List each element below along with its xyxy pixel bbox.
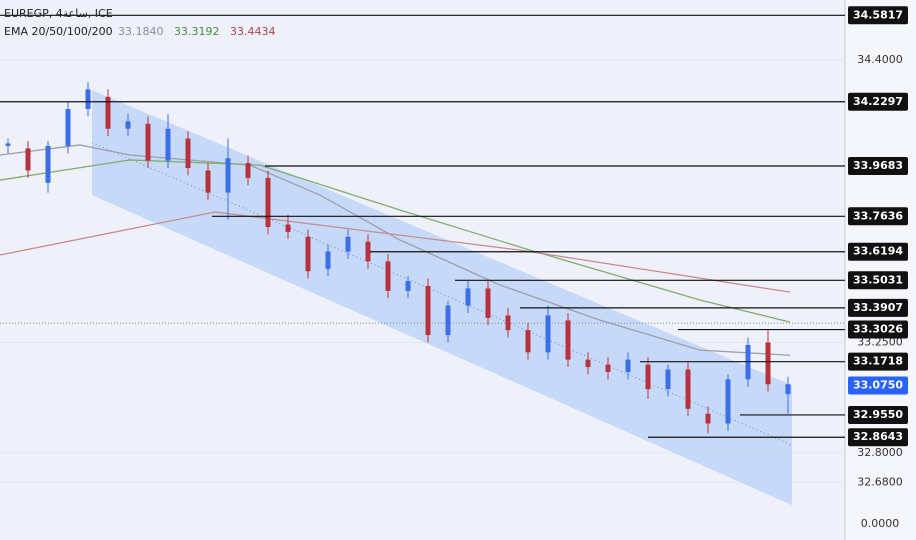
last-price-label: 33.0750 — [853, 378, 903, 391]
level-tag — [848, 92, 908, 111]
candle-body — [565, 320, 571, 360]
level-label: 33.3907 — [853, 301, 903, 314]
candle-body — [645, 364, 651, 390]
level-tag — [848, 428, 908, 447]
y-tick-label: 34.4000 — [857, 53, 903, 66]
candle-body — [545, 315, 551, 353]
candle-body — [485, 288, 491, 318]
indicator-value: 33.1840 — [118, 25, 164, 38]
level-label: 33.5031 — [853, 273, 903, 286]
level-label: 33.9683 — [853, 159, 903, 172]
candle-body — [265, 177, 271, 228]
level-tag — [848, 271, 908, 290]
indicator-name: EMA 20/50/100/200 — [4, 25, 113, 38]
ema-line — [0, 159, 791, 323]
level-tag — [848, 405, 908, 424]
candle-body — [445, 305, 451, 336]
candle-body — [585, 359, 591, 368]
candle-body — [725, 379, 731, 424]
candle-body — [405, 281, 411, 291]
candle-body — [145, 123, 151, 161]
candle-body — [205, 170, 211, 193]
level-label: 34.5817 — [853, 8, 903, 21]
candle-body — [685, 369, 691, 409]
level-label: 32.9550 — [853, 408, 903, 421]
level-label: 33.7636 — [853, 209, 903, 222]
indicator-value: 33.4434 — [230, 25, 276, 38]
ema-line — [0, 144, 791, 356]
candle-body — [425, 285, 431, 336]
ema-line — [0, 211, 791, 293]
level-tag — [848, 298, 908, 317]
chart-title: EUREGP, 4ساعة, ICE — [4, 7, 113, 20]
level-tag — [848, 242, 908, 261]
indicator-value: 33.3192 — [174, 25, 220, 38]
candle-body — [325, 251, 331, 269]
level-label: 33.3026 — [853, 323, 903, 336]
candle-body — [665, 369, 671, 390]
candle-body — [465, 288, 471, 306]
candle-body — [65, 109, 71, 146]
candle-body — [365, 241, 371, 262]
y-tick-label: 33.2500 — [857, 335, 903, 348]
candle-body — [185, 138, 191, 169]
level-tag — [848, 352, 908, 371]
candle-body — [225, 158, 231, 193]
y-tick-label: 32.6800 — [857, 476, 903, 489]
level-tag — [848, 207, 908, 226]
candle-body — [605, 364, 611, 372]
candle-body — [85, 89, 91, 110]
level-label: 32.8643 — [853, 430, 903, 443]
candle-body — [45, 145, 51, 183]
candle-body — [165, 128, 171, 161]
level-label: 33.1718 — [853, 355, 903, 368]
candle-body — [625, 359, 631, 372]
level-label: 34.2297 — [853, 95, 903, 108]
last-price-tag — [848, 376, 908, 395]
level-label: 33.6194 — [853, 245, 903, 258]
candle-body — [305, 236, 311, 272]
candle-body — [505, 315, 511, 331]
candle-body — [125, 121, 131, 129]
candle-body — [25, 148, 31, 171]
lower-pane-label: 0.0000 — [861, 517, 900, 530]
candle-body — [105, 96, 111, 129]
candle-body — [385, 261, 391, 291]
candle-body — [705, 413, 711, 424]
level-tag — [848, 6, 908, 25]
candle-body — [5, 143, 11, 146]
level-tag — [848, 157, 908, 176]
candle-body — [285, 224, 291, 232]
candle-body — [245, 163, 251, 178]
candle-body — [765, 342, 771, 385]
candle-body — [525, 330, 531, 353]
y-tick-label: 32.8000 — [857, 446, 903, 459]
level-tag — [848, 320, 908, 339]
candle-body — [345, 236, 351, 252]
price-axis-background — [845, 0, 916, 540]
candle-body — [785, 384, 791, 395]
